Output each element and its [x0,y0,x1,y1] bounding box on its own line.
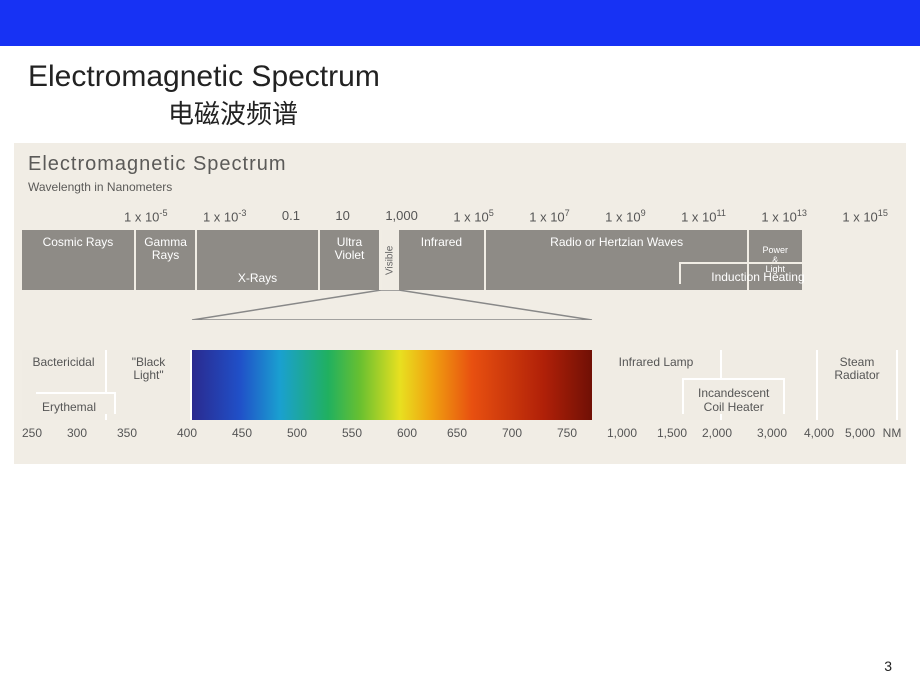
scale-label: 10 [335,208,349,224]
diagram-subtitle: Wavelength in Nanometers [28,180,892,194]
title-chinese: 电磁波频谱 [168,94,920,131]
scale-label: 1 x 10-3 [203,208,247,224]
band-segment: Ultra Violet [320,230,381,290]
scale-label: 1 x 107 [529,208,569,224]
uv-region: Bactericidal"Black Light"Erythemal [22,350,192,420]
scale-label: 1 x 109 [605,208,645,224]
scale-label: 550 [342,426,362,440]
scale-label: 700 [502,426,522,440]
main-spectrum-band: Cosmic RaysGamma RaysX-RaysUltra VioletV… [14,228,906,290]
scale-label: 3,000 [757,426,787,440]
visible-spectrum-detail-row: Bactericidal"Black Light"Erythemal Infrar… [22,350,898,420]
uv-cell-erythemal: Erythemal [36,392,116,414]
ir-cell: Steam Radiator [818,350,898,420]
top-wavelength-scale: 1 x 10-5 1 x 10-3 0.1 10 1,000 1 x 105 1 x 107… [124,208,888,224]
band-segment: Visible [381,230,399,290]
scale-label: NM [883,426,902,440]
ir-cell-incandescent: Incandescent Coil Heater [682,378,785,414]
scale-label: 600 [397,426,417,440]
scale-label: 1,000 [385,208,418,224]
visible-spectrum-gradient [192,350,592,420]
spectrum-diagram: Electromagnetic Spectrum Wavelength in N… [14,143,906,464]
slide-header-bar [0,0,920,46]
diagram-title: Electromagnetic Spectrum [28,153,892,176]
band-segment: Gamma Rays [136,230,197,290]
scale-label: 5,000 [845,426,875,440]
scale-label: 450 [232,426,252,440]
band-segment: X-Rays [197,230,320,290]
scale-label: 1 x 10-5 [124,208,168,224]
band-segment-induction-heating: Induction Heating [679,262,834,284]
scale-label: 4,000 [804,426,834,440]
title-english: Electromagnetic Spectrum [28,60,920,94]
scale-label: 750 [557,426,577,440]
scale-label: 650 [447,426,467,440]
scale-label: 1 x 1015 [842,208,888,224]
scale-label: 1 x 1013 [761,208,807,224]
scale-label: 1,000 [607,426,637,440]
bottom-wavelength-scale: 250 300 350 400 450 500 550 600 650 700 750 1,000 1,… [22,426,898,450]
scale-label: 400 [177,426,197,440]
scale-label: 0.1 [282,208,300,224]
scale-label: 1 x 1011 [681,208,726,224]
scale-label: 1 x 105 [453,208,493,224]
page-number: 3 [884,658,892,674]
scale-label: 1,500 [657,426,687,440]
slide-titles: Electromagnetic Spectrum 电磁波频谱 [0,60,920,131]
scale-label: 350 [117,426,137,440]
scale-label: 300 [67,426,87,440]
scale-label: 500 [287,426,307,440]
scale-label: 2,000 [702,426,732,440]
scale-label: 250 [22,426,42,440]
uv-cell: "Black Light" [107,350,192,420]
expansion-bracket [22,290,898,320]
ir-region: Infrared LampSteam RadiatorIncandescent … [592,350,898,420]
band-segment: Infrared [399,230,487,290]
bracket-svg [22,290,898,320]
band-segment: Cosmic Rays [22,230,136,290]
